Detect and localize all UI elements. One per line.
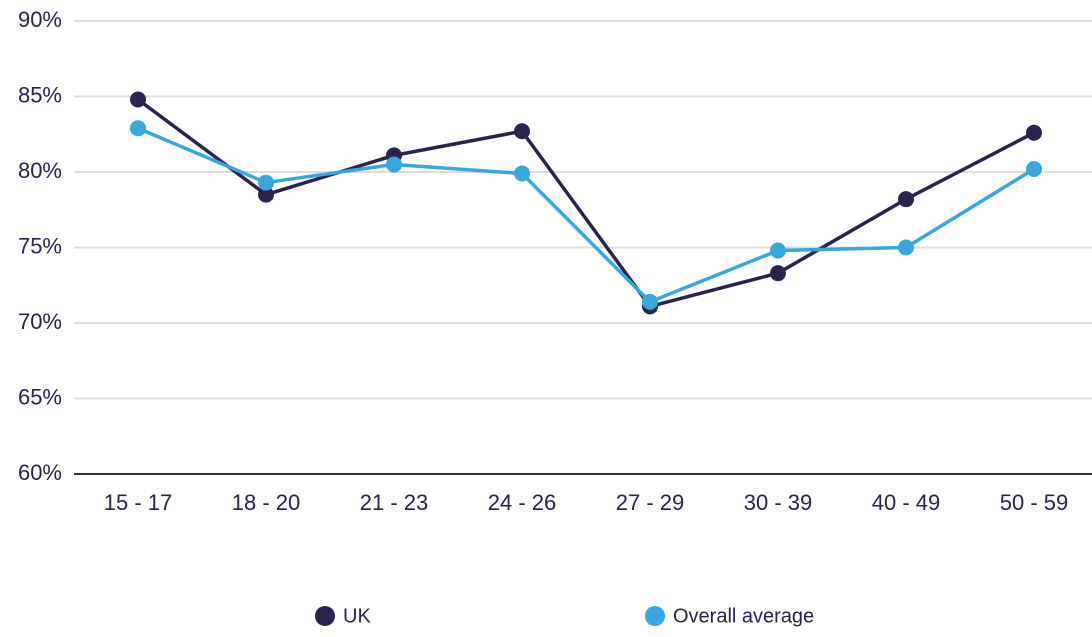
data-point: [514, 123, 530, 140]
data-point: [1026, 124, 1042, 141]
legend-label: Overall average: [673, 605, 814, 627]
data-point: [514, 165, 530, 182]
data-point: [130, 120, 146, 137]
data-point: [258, 174, 274, 191]
legend-label: UK: [343, 605, 371, 627]
x-tick-label: 40 - 49: [872, 490, 941, 515]
y-tick-label: 80%: [18, 158, 62, 183]
data-point: [130, 91, 146, 108]
data-point: [642, 293, 658, 310]
x-tick-label: 24 - 26: [488, 490, 557, 515]
data-point: [898, 191, 914, 208]
y-tick-label: 70%: [18, 309, 62, 334]
series-line: [136, 98, 1035, 309]
data-point: [898, 239, 914, 256]
x-tick-label: 30 - 39: [744, 490, 813, 515]
data-point: [770, 242, 786, 259]
x-tick-label: 15 - 17: [104, 490, 173, 515]
y-tick-label: 60%: [18, 460, 62, 485]
x-tick-label: 50 - 59: [1000, 490, 1069, 515]
data-point: [386, 156, 402, 173]
data-point: [770, 265, 786, 282]
series-line: [137, 126, 1035, 304]
x-tick-label: 27 - 29: [616, 490, 685, 515]
legend-swatch: [315, 606, 335, 626]
data-point: [1026, 160, 1042, 177]
y-tick-label: 85%: [18, 82, 62, 107]
legend-swatch: [645, 606, 665, 626]
x-tick-label: 18 - 20: [232, 490, 301, 515]
y-tick-label: 65%: [18, 384, 62, 409]
x-tick-label: 21 - 23: [360, 490, 429, 515]
data-point: [258, 186, 274, 203]
y-tick-label: 75%: [18, 233, 62, 258]
y-tick-label: 90%: [18, 7, 62, 32]
